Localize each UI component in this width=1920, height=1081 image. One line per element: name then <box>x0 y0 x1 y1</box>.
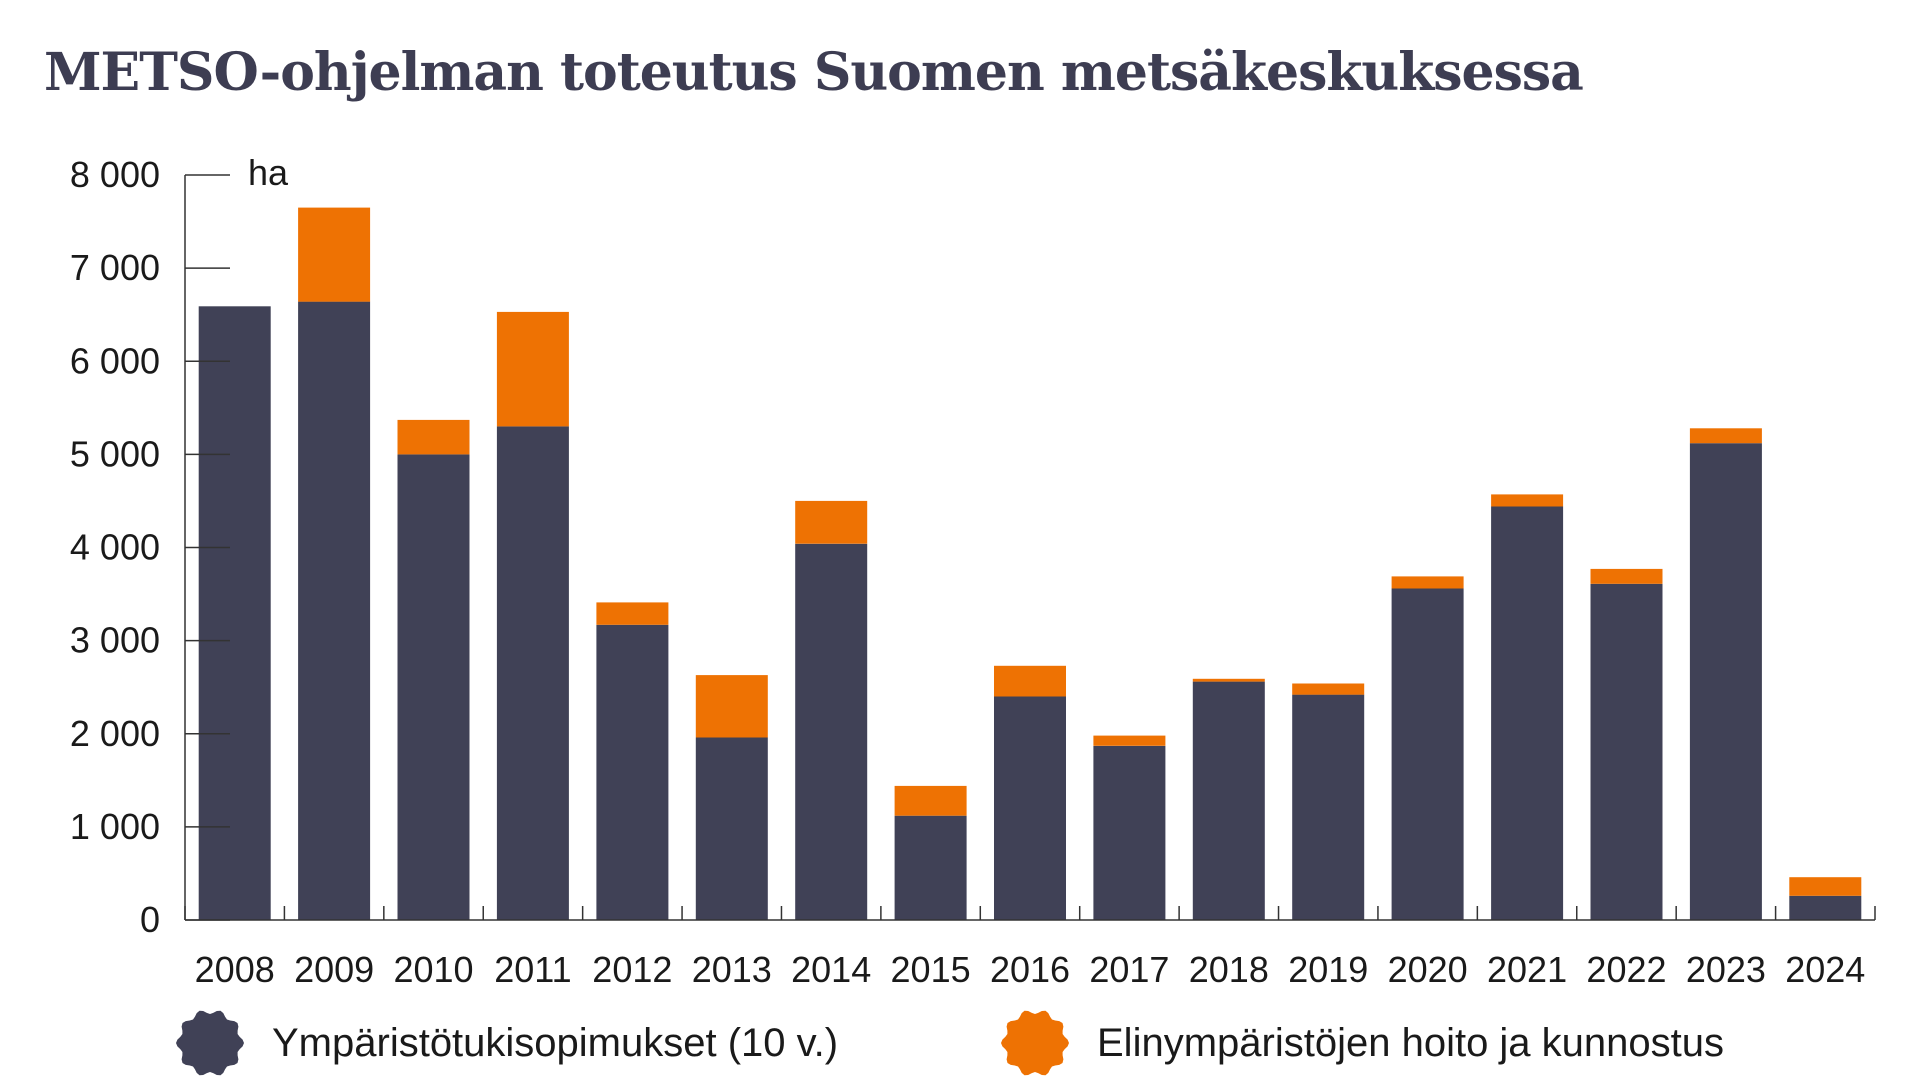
x-tick-label: 2018 <box>1189 949 1269 990</box>
y-tick-label: 1 000 <box>70 806 160 847</box>
bar-2012-series-1 <box>596 602 669 625</box>
x-tick-label: 2011 <box>494 949 571 990</box>
bar-2011-series-0 <box>496 426 569 920</box>
x-tick-labels: 2008 2009 2010 2011 2012 2013 2014 2015 2016 2017… <box>195 949 1866 990</box>
bar-2013-series-1 <box>695 675 768 738</box>
y-tick-label: 7 000 <box>70 247 160 288</box>
bar-2016-series-1 <box>994 665 1066 697</box>
y-tick-label: 2 000 <box>70 713 160 754</box>
bar-2024-series-0 <box>1789 895 1862 920</box>
x-tick-label: 2012 <box>592 949 672 990</box>
x-tick-label: 2021 <box>1487 949 1567 990</box>
legend-swatch-base <box>170 1007 250 1079</box>
legend-label-top: Elinympäristöjen hoito ja kunnostus <box>1097 1020 1725 1065</box>
bar-2010-series-1 <box>397 419 470 455</box>
bar-2015-series-1 <box>894 785 967 816</box>
x-tick-label: 2022 <box>1586 949 1666 990</box>
chart-title: METSO-ohjelman toteutus Suomen metsäkesk… <box>44 42 1584 103</box>
bar-2023-series-1 <box>1689 428 1762 444</box>
y-tick-label: 3 000 <box>70 620 160 661</box>
x-tick-label: 2008 <box>195 949 275 990</box>
x-tick-label: 2016 <box>990 949 1070 990</box>
x-tick-label: 2015 <box>891 949 971 990</box>
bar-2022-series-0 <box>1590 583 1663 920</box>
x-tick-label: 2013 <box>692 949 772 990</box>
bar-2021-series-0 <box>1491 506 1564 920</box>
bar-2021-series-1 <box>1491 494 1564 507</box>
y-tick-label: 5 000 <box>70 433 160 474</box>
legend-item-top: Elinympäristöjen hoito ja kunnostus <box>995 1005 1724 1081</box>
bar-2017-series-0 <box>1093 745 1166 920</box>
bar-2017-series-1 <box>1093 735 1166 746</box>
bar-2008-series-0 <box>198 306 271 920</box>
legend-swatch-top <box>995 1007 1075 1079</box>
bar-2024-series-1 <box>1789 877 1862 896</box>
bar-2023-series-0 <box>1689 443 1762 920</box>
y-tick-label: 4 000 <box>70 527 160 568</box>
bar-2020-series-0 <box>1391 588 1464 920</box>
x-tick-label: 2009 <box>294 949 374 990</box>
bar-2012-series-0 <box>596 624 669 920</box>
x-tick-label: 2020 <box>1388 949 1468 990</box>
x-tick-label: 2024 <box>1785 949 1865 990</box>
bars-group <box>198 207 1862 921</box>
chart-plot: 0 1 000 2 000 3 000 4 000 5 000 6 000 7 000 8 00… <box>70 152 1876 990</box>
legend-item-base: Ympäristötukisopimukset (10 v.) <box>170 1005 838 1081</box>
bar-2013-series-0 <box>695 737 768 920</box>
bar-2010-series-0 <box>397 454 470 920</box>
bar-2022-series-1 <box>1590 568 1663 584</box>
y-tick-label: 8 000 <box>70 154 160 195</box>
bar-2019-series-0 <box>1292 694 1365 920</box>
x-tick-label: 2019 <box>1288 949 1368 990</box>
bar-2019-series-1 <box>1292 683 1365 695</box>
bar-2018-series-0 <box>1192 681 1265 920</box>
x-tick-label: 2017 <box>1089 949 1169 990</box>
bar-2011-series-1 <box>496 311 569 427</box>
bar-2014-series-1 <box>795 500 868 544</box>
axes-group <box>184 174 1876 921</box>
bar-2020-series-1 <box>1391 576 1464 589</box>
x-tick-label: 2010 <box>393 949 473 990</box>
legend-label-base: Ympäristötukisopimukset (10 v.) <box>272 1020 839 1065</box>
y-tick-label: 0 <box>140 899 160 940</box>
bar-2018-series-1 <box>1192 678 1265 682</box>
x-tick-label: 2014 <box>791 949 871 990</box>
y-axis-unit-label: ha <box>248 152 289 193</box>
bar-2016-series-0 <box>994 696 1066 920</box>
bar-2015-series-0 <box>894 815 967 920</box>
x-tick-label: 2023 <box>1686 949 1766 990</box>
y-tick-label: 6 000 <box>70 340 160 381</box>
bar-2014-series-0 <box>795 543 868 920</box>
y-tick-labels: 0 1 000 2 000 3 000 4 000 5 000 6 000 7 000 8 00… <box>70 154 160 940</box>
bar-2009-series-0 <box>298 301 371 921</box>
bar-2009-series-1 <box>298 207 371 302</box>
